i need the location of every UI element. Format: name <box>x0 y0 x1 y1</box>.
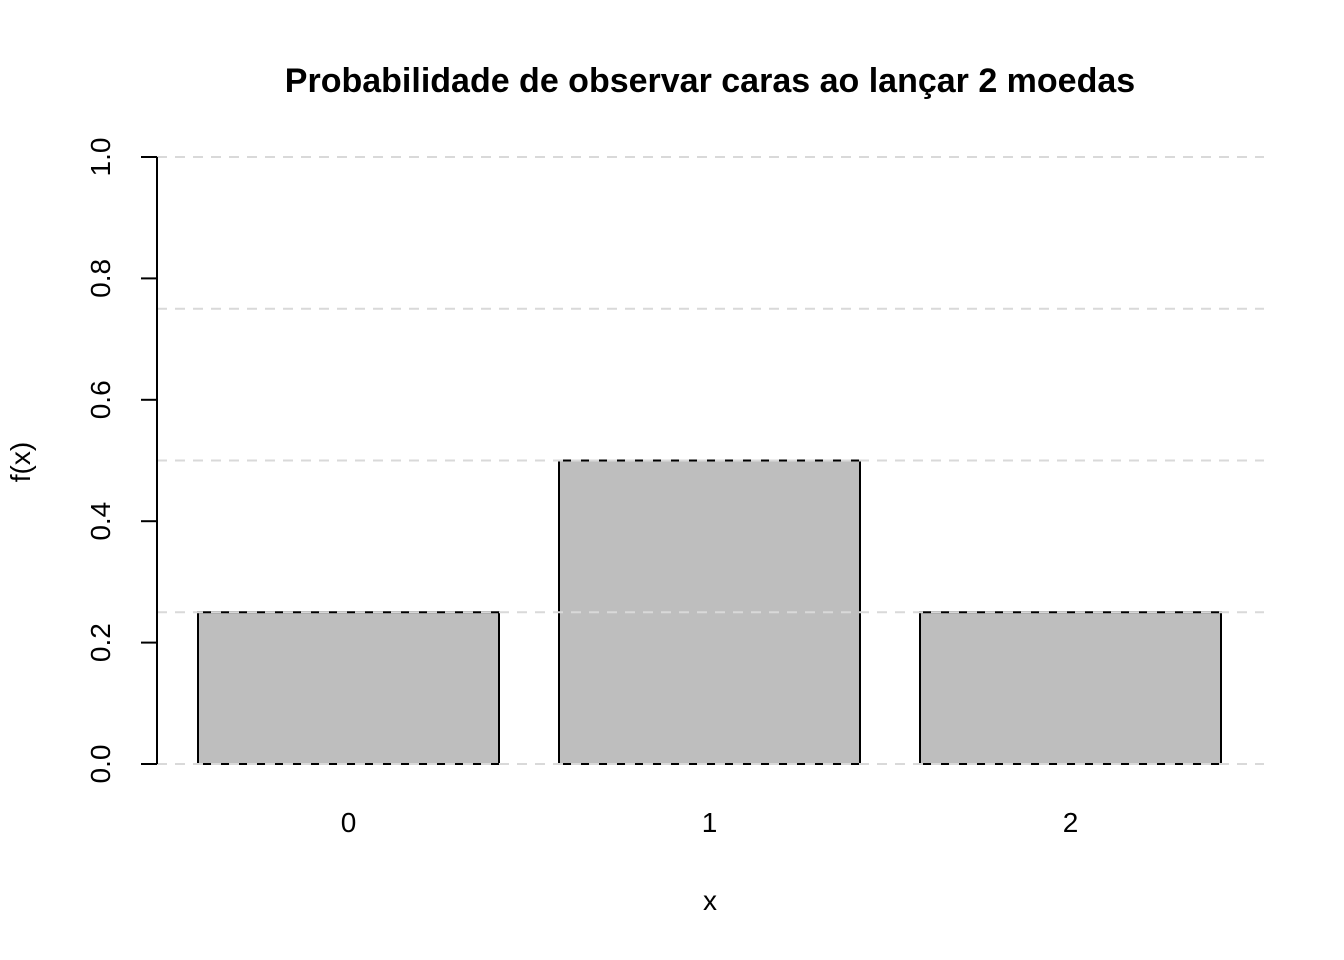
x-tick-label: 0 <box>341 807 357 838</box>
y-tick-label: 1.0 <box>85 138 116 177</box>
y-tick-label: 0.4 <box>85 502 116 541</box>
y-tick-label: 0.8 <box>85 259 116 298</box>
chart-title: Probabilidade de observar caras ao lança… <box>285 62 1135 100</box>
bar-2 <box>919 611 1222 765</box>
bars-layer <box>197 459 1222 765</box>
bar-0 <box>197 611 500 765</box>
y-tick-label: 0.2 <box>85 623 116 662</box>
y-axis-label: f(x) <box>5 442 36 482</box>
x-tick-label: 1 <box>702 807 718 838</box>
y-tick-label: 0.0 <box>85 745 116 784</box>
y-tick-label: 0.6 <box>85 380 116 419</box>
x-ticks: 0 1 2 <box>341 807 1079 838</box>
grid-layer <box>157 156 1264 765</box>
x-tick-label: 2 <box>1063 807 1079 838</box>
y-ticks: 0.0 0.2 0.4 0.6 0.8 1.0 <box>85 138 157 784</box>
x-axis-label: x <box>703 885 717 916</box>
